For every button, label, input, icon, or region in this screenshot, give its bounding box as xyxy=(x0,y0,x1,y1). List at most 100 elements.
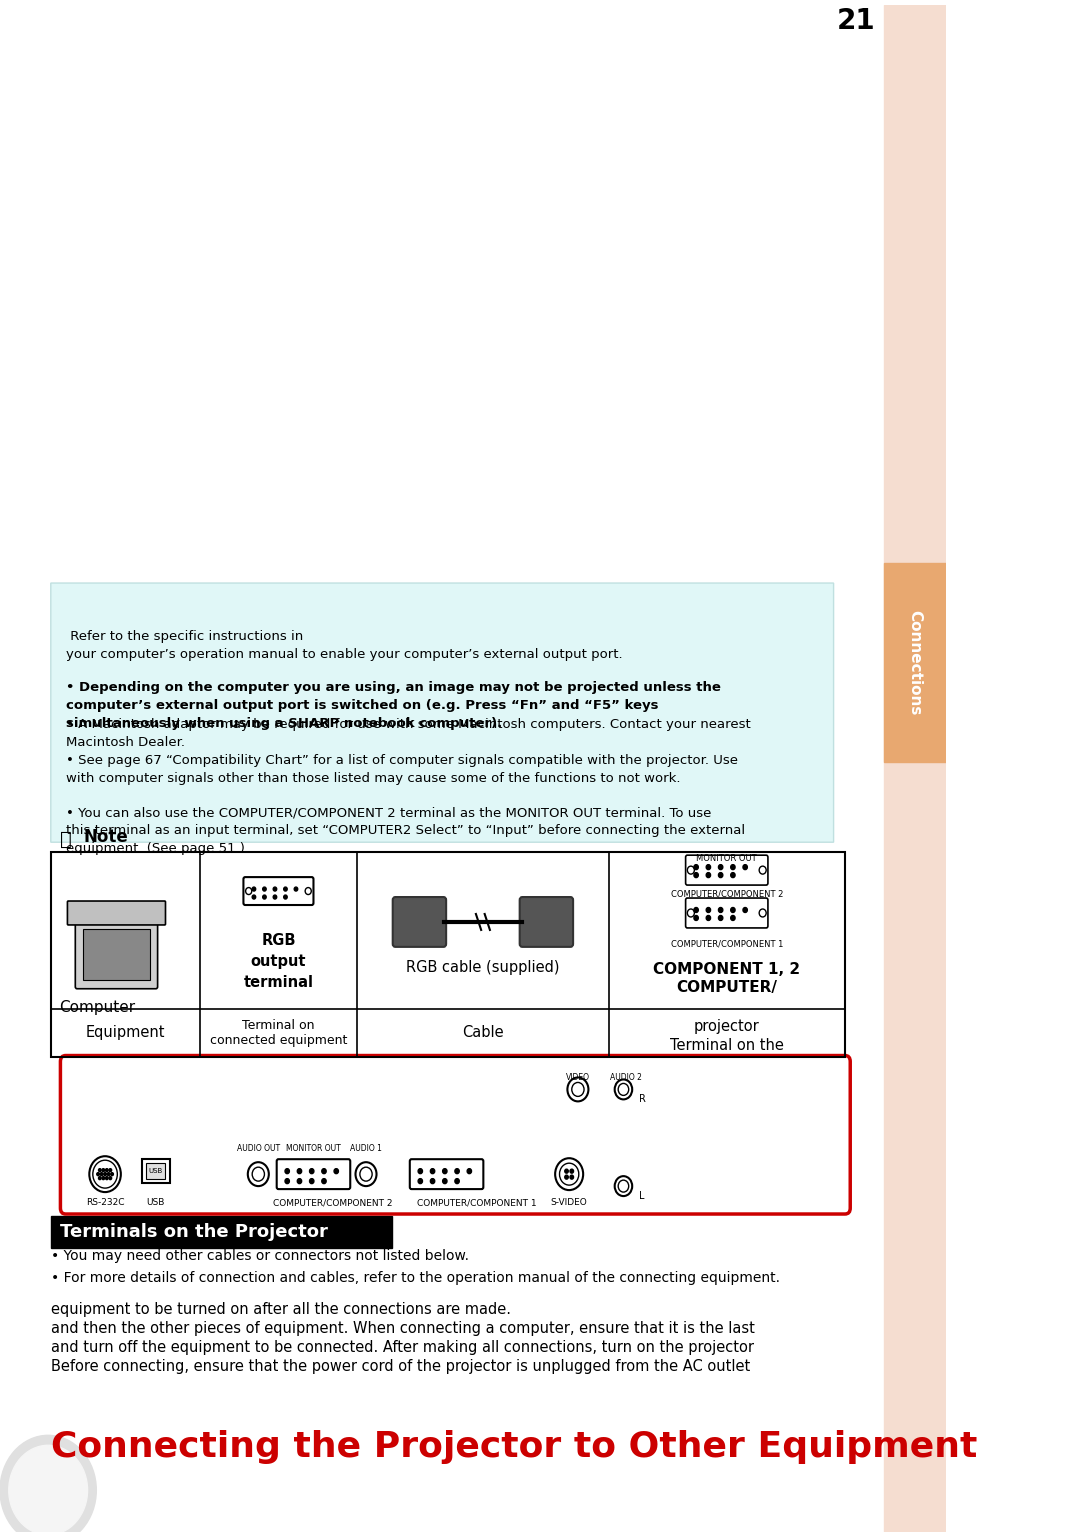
FancyBboxPatch shape xyxy=(519,898,573,947)
Text: • You can also use the COMPUTER/COMPONENT 2 terminal as the MONITOR OUT terminal: • You can also use the COMPUTER/COMPONEN… xyxy=(66,806,745,855)
Circle shape xyxy=(731,916,735,921)
Circle shape xyxy=(297,1178,301,1184)
Text: VIDEO: VIDEO xyxy=(566,1074,590,1083)
Text: MONITOR OUT: MONITOR OUT xyxy=(697,855,757,863)
Bar xyxy=(146,1163,165,1180)
Circle shape xyxy=(253,895,256,899)
Text: Connecting the Projector to Other Equipment: Connecting the Projector to Other Equipm… xyxy=(51,1431,977,1465)
Circle shape xyxy=(718,907,723,913)
Text: Connections: Connections xyxy=(907,610,922,715)
FancyBboxPatch shape xyxy=(51,584,834,843)
Text: COMPUTER/COMPONENT 1: COMPUTER/COMPONENT 1 xyxy=(671,941,783,948)
FancyBboxPatch shape xyxy=(76,919,158,988)
Circle shape xyxy=(418,1169,422,1174)
Text: • You may need other cables or connectors not listed below.: • You may need other cables or connector… xyxy=(51,1249,469,1262)
Text: AUDIO 1: AUDIO 1 xyxy=(350,1144,382,1154)
Circle shape xyxy=(9,1445,87,1532)
Text: 📋: 📋 xyxy=(59,830,71,849)
Circle shape xyxy=(322,1178,326,1184)
Circle shape xyxy=(718,864,723,870)
Circle shape xyxy=(100,1172,103,1175)
Circle shape xyxy=(706,873,711,878)
Text: AUDIO 2: AUDIO 2 xyxy=(610,1074,642,1083)
Text: COMPONENT 1, 2: COMPONENT 1, 2 xyxy=(653,962,800,977)
Circle shape xyxy=(706,864,711,870)
Circle shape xyxy=(731,907,735,913)
Text: RGB
output
terminal: RGB output terminal xyxy=(243,933,313,990)
Circle shape xyxy=(310,1178,314,1184)
Text: • For more details of connection and cables, refer to the operation manual of th: • For more details of connection and cab… xyxy=(51,1272,780,1285)
Circle shape xyxy=(107,1172,110,1175)
FancyBboxPatch shape xyxy=(686,855,768,885)
Text: RS-232C: RS-232C xyxy=(85,1198,124,1207)
Circle shape xyxy=(273,895,276,899)
Text: MONITOR OUT: MONITOR OUT xyxy=(286,1144,341,1154)
Circle shape xyxy=(731,864,735,870)
Circle shape xyxy=(262,895,266,899)
Text: and turn off the equipment to be connected. After making all connections, turn o: and turn off the equipment to be connect… xyxy=(51,1339,754,1354)
Circle shape xyxy=(718,873,723,878)
Bar xyxy=(885,564,946,763)
Circle shape xyxy=(718,916,723,921)
Text: COMPUTER/COMPONENT 2: COMPUTER/COMPONENT 2 xyxy=(273,1198,392,1207)
Text: RGB cable (supplied): RGB cable (supplied) xyxy=(406,961,559,974)
Text: L: L xyxy=(639,1190,645,1201)
Circle shape xyxy=(570,1175,573,1180)
FancyBboxPatch shape xyxy=(60,1056,850,1213)
Circle shape xyxy=(570,1169,573,1174)
Text: Refer to the specific instructions in
your computer’s operation manual to enable: Refer to the specific instructions in yo… xyxy=(66,630,622,660)
Bar xyxy=(51,852,845,1057)
Circle shape xyxy=(706,916,711,921)
Circle shape xyxy=(98,1177,102,1180)
Circle shape xyxy=(273,887,276,892)
Circle shape xyxy=(731,873,735,878)
Text: Equipment: Equipment xyxy=(85,1025,165,1040)
Circle shape xyxy=(262,887,266,892)
Circle shape xyxy=(0,1435,96,1532)
Circle shape xyxy=(443,1169,447,1174)
Text: USB: USB xyxy=(149,1169,163,1174)
Circle shape xyxy=(102,1169,105,1172)
Circle shape xyxy=(310,1169,314,1174)
Circle shape xyxy=(418,1178,422,1184)
FancyBboxPatch shape xyxy=(686,898,768,928)
Circle shape xyxy=(104,1172,107,1175)
Text: 21: 21 xyxy=(837,6,876,35)
Text: Terminal on the: Terminal on the xyxy=(670,1039,784,1052)
Circle shape xyxy=(706,907,711,913)
Bar xyxy=(885,5,946,1532)
Circle shape xyxy=(109,1177,111,1180)
Text: Cable: Cable xyxy=(462,1025,503,1040)
Circle shape xyxy=(97,1172,99,1175)
Circle shape xyxy=(98,1169,102,1172)
Circle shape xyxy=(694,864,699,870)
Circle shape xyxy=(111,1172,113,1175)
Text: AUDIO OUT: AUDIO OUT xyxy=(237,1144,280,1154)
Circle shape xyxy=(294,887,298,892)
Circle shape xyxy=(455,1178,459,1184)
Circle shape xyxy=(109,1169,111,1172)
Circle shape xyxy=(565,1175,568,1180)
Text: and then the other pieces of equipment. When connecting a computer, ensure that : and then the other pieces of equipment. … xyxy=(51,1321,755,1336)
Text: S-VIDEO: S-VIDEO xyxy=(551,1198,588,1207)
Text: Computer: Computer xyxy=(59,1000,136,1014)
Text: Note: Note xyxy=(83,829,127,846)
Text: COMPUTER/: COMPUTER/ xyxy=(676,980,778,994)
Text: • Depending on the computer you are using, an image may not be projected unless : • Depending on the computer you are usin… xyxy=(66,680,720,729)
Bar xyxy=(83,928,150,980)
Circle shape xyxy=(253,887,256,892)
Circle shape xyxy=(455,1169,459,1174)
Circle shape xyxy=(285,1178,289,1184)
Text: projector: projector xyxy=(693,1019,759,1034)
Circle shape xyxy=(297,1169,301,1174)
FancyBboxPatch shape xyxy=(393,898,446,947)
Text: Terminals on the Projector: Terminals on the Projector xyxy=(59,1223,327,1241)
Circle shape xyxy=(565,1169,568,1174)
Text: • See page 67 “Compatibility Chart” for a list of computer signals compatible wi: • See page 67 “Compatibility Chart” for … xyxy=(66,754,738,786)
Bar xyxy=(141,1160,170,1183)
Text: R: R xyxy=(639,1094,646,1105)
Circle shape xyxy=(334,1169,338,1174)
Circle shape xyxy=(322,1169,326,1174)
Circle shape xyxy=(694,916,699,921)
Circle shape xyxy=(743,907,747,913)
